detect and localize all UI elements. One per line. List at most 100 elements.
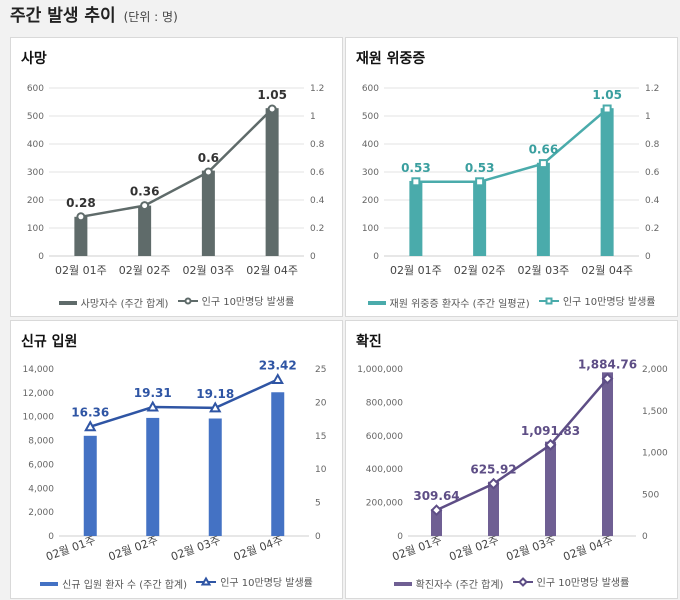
data-label: 0.6 <box>198 151 219 165</box>
legend-bar-swatch <box>367 300 386 305</box>
y-left-tick-label: 600,000 <box>366 432 403 442</box>
y-right-tick-label: 0 <box>315 532 321 542</box>
category-label: 02월 03주 <box>169 534 222 564</box>
y-left-tick-label: 10,000 <box>23 413 55 423</box>
y-left-tick-label: 1,000,000 <box>357 365 403 375</box>
line-point <box>140 201 150 211</box>
category-label: 02월 02주 <box>447 534 500 564</box>
line-point <box>517 576 528 587</box>
data-label: 0.28 <box>66 196 96 210</box>
bar <box>473 180 487 256</box>
y-right-tick-label: 15 <box>315 432 326 442</box>
data-label: 1.05 <box>592 88 622 102</box>
legend-item-line: 인구 10만명당 발생률 <box>177 293 294 308</box>
chart-plot-hospital: 0 2,000 4,000 6,000 8,000 10,000 12,000 14,000 0… <box>23 359 327 564</box>
y-right-tick-label: 0 <box>310 252 316 262</box>
data-label: 0.53 <box>401 161 431 175</box>
data-label: 309.64 <box>413 489 459 503</box>
y-left-tick-label: 0 <box>373 252 379 262</box>
y-right-tick-label: 0.4 <box>645 196 660 206</box>
line-point <box>538 159 548 169</box>
y-right-tick-label: 500 <box>642 490 659 500</box>
line-point <box>601 372 614 385</box>
y-right-tick-label: 1 <box>310 112 316 122</box>
legend-item-bar: 확진자수 (주간 합계) <box>393 576 503 591</box>
series-line <box>415 108 608 184</box>
chart-title: 확진 <box>356 334 382 350</box>
y-left-tick-label: 14,000 <box>23 365 55 375</box>
y-left-tick-label: 200,000 <box>366 499 403 509</box>
chart-panel-confirmed: 확진 0 200,000 400,000 600,000 800,000 1,000,00… <box>345 320 678 599</box>
data-label: 1,091.83 <box>521 424 580 438</box>
data-label: 19.31 <box>134 386 172 400</box>
y-left-tick-label: 300 <box>27 168 44 178</box>
chart-panel-death: 사망 0 100 200 300 400 500 600 0 0.2 0.4 0.6 0.8 1 1.2 0… <box>10 37 343 317</box>
line-point <box>545 297 553 304</box>
chart-title: 재원 위중증 <box>356 51 426 67</box>
page-header: 주간 발생 추이 (단위 : 명) <box>10 4 178 28</box>
y-left-tick-label: 400 <box>362 140 379 150</box>
bar <box>431 509 442 536</box>
y-right-tick-label: 25 <box>315 365 326 375</box>
y-left-tick-label: 600 <box>362 84 379 94</box>
y-right-tick-label: 0 <box>645 252 651 262</box>
y-left-tick-label: 8,000 <box>28 437 54 447</box>
y-right-tick-label: 2,000 <box>642 365 668 375</box>
line-point <box>84 420 97 432</box>
legend-line-label: 인구 10만명당 발생률 <box>220 578 313 589</box>
bar <box>271 392 285 536</box>
line-point <box>487 477 500 490</box>
bar <box>83 435 97 536</box>
bar <box>138 205 152 256</box>
y-left-tick-label: 400,000 <box>366 465 403 475</box>
category-label: 02월 03주 <box>518 264 570 277</box>
legend-bar-swatch <box>58 300 77 305</box>
y-left-tick-label: 100 <box>362 224 379 234</box>
line-point <box>271 373 284 385</box>
y-right-tick-label: 1.2 <box>310 84 324 94</box>
category-label: 02월 04주 <box>581 264 633 277</box>
line-point <box>184 297 192 304</box>
line-point <box>267 104 277 114</box>
legend-line-swatch <box>177 297 198 304</box>
y-left-tick-label: 0 <box>38 252 44 262</box>
category-label: 02월 02주 <box>107 534 160 564</box>
bar <box>409 180 423 256</box>
y-left-tick-label: 2,000 <box>28 508 54 518</box>
data-label: 625.92 <box>470 463 516 477</box>
chart-legend: 재원 위중증 환자수 (주간 일평균) 인구 10만명당 발생률 <box>346 293 677 310</box>
data-label: 1,884.76 <box>578 358 637 372</box>
bar <box>201 170 215 256</box>
bar <box>74 216 88 256</box>
data-label: 1.05 <box>257 88 287 102</box>
legend-bar-swatch <box>40 581 59 586</box>
line-point <box>200 576 212 585</box>
legend-bar-swatch <box>393 581 412 586</box>
bar <box>488 481 499 536</box>
legend-item-line: 인구 10만명당 발생률 <box>512 574 629 589</box>
y-left-tick-label: 500 <box>27 112 44 122</box>
bar <box>545 441 556 536</box>
y-left-tick-label: 0 <box>48 532 54 542</box>
chart-legend: 사망자수 (주간 합계) 인구 10만명당 발생률 <box>11 293 342 310</box>
chart-legend: 확진자수 (주간 합계) 인구 10만명당 발생률 <box>346 574 677 591</box>
legend-item-bar: 신규 입원 환자 수 (주간 합계) <box>40 576 187 591</box>
category-label: 02월 01주 <box>55 264 107 277</box>
category-label: 02월 02주 <box>119 264 171 277</box>
category-label: 02월 03주 <box>504 534 557 564</box>
legend-item-bar: 재원 위중증 환자수 (주간 일평균) <box>367 295 530 310</box>
line-point <box>146 400 159 412</box>
category-label: 02월 01주 <box>390 264 442 277</box>
legend-line-label: 인구 10만명당 발생률 <box>562 297 656 308</box>
chart-title: 사망 <box>21 51 47 67</box>
y-left-tick-label: 0 <box>397 532 403 542</box>
y-left-tick-label: 300 <box>362 168 379 178</box>
y-right-tick-label: 20 <box>315 398 327 408</box>
y-right-tick-label: 0.2 <box>310 224 324 234</box>
line-point <box>544 438 557 451</box>
y-left-tick-label: 800,000 <box>366 398 403 408</box>
y-right-tick-label: 1,000 <box>642 449 668 459</box>
unit-note: (단위 : 명) <box>123 10 178 24</box>
y-right-tick-label: 0.8 <box>310 140 325 150</box>
bar <box>265 108 279 256</box>
